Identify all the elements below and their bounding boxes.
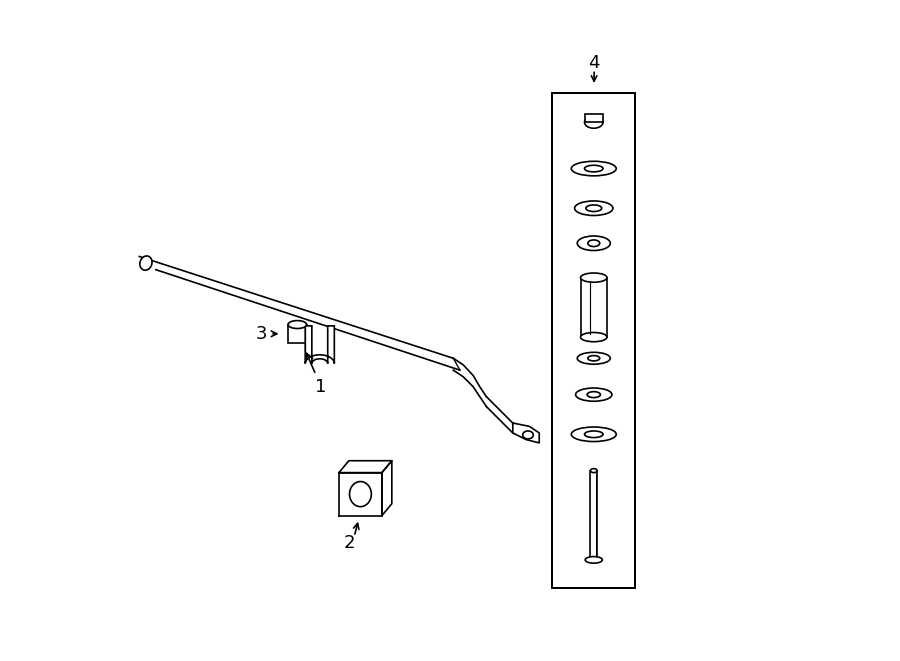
Ellipse shape — [140, 256, 152, 270]
Bar — [590, 471, 597, 560]
Polygon shape — [288, 325, 307, 343]
Ellipse shape — [577, 352, 610, 364]
Polygon shape — [513, 423, 539, 443]
Ellipse shape — [590, 469, 597, 473]
Ellipse shape — [584, 165, 603, 172]
Ellipse shape — [587, 391, 600, 397]
Polygon shape — [305, 326, 334, 364]
Ellipse shape — [580, 332, 607, 342]
Ellipse shape — [288, 321, 307, 329]
Ellipse shape — [586, 205, 602, 212]
Ellipse shape — [585, 557, 602, 563]
Text: 1: 1 — [306, 353, 327, 396]
Polygon shape — [339, 473, 382, 516]
Ellipse shape — [574, 201, 613, 215]
Polygon shape — [140, 256, 460, 370]
Polygon shape — [339, 461, 392, 473]
Ellipse shape — [584, 431, 603, 438]
Ellipse shape — [584, 116, 603, 128]
Polygon shape — [382, 461, 392, 516]
Ellipse shape — [572, 427, 616, 442]
Bar — [553, 93, 635, 588]
Text: 3: 3 — [256, 325, 267, 343]
Ellipse shape — [588, 240, 599, 247]
Bar — [580, 278, 607, 337]
Ellipse shape — [572, 161, 616, 176]
Polygon shape — [454, 358, 486, 407]
Text: 4: 4 — [589, 54, 599, 72]
Ellipse shape — [576, 388, 612, 401]
Ellipse shape — [577, 236, 610, 251]
Ellipse shape — [588, 356, 599, 361]
Ellipse shape — [580, 273, 607, 282]
Bar — [584, 114, 603, 122]
Ellipse shape — [349, 481, 372, 506]
Text: 2: 2 — [344, 534, 356, 553]
Polygon shape — [486, 397, 513, 433]
